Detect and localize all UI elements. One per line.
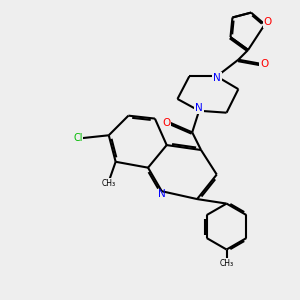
Text: O: O <box>162 118 170 128</box>
Text: Cl: Cl <box>73 133 82 143</box>
Text: CH₃: CH₃ <box>102 179 116 188</box>
Text: N: N <box>213 73 220 83</box>
Text: O: O <box>264 17 272 27</box>
Text: N: N <box>195 103 203 113</box>
Text: N: N <box>158 189 166 199</box>
Text: CH₃: CH₃ <box>220 259 234 268</box>
Text: O: O <box>260 58 269 69</box>
